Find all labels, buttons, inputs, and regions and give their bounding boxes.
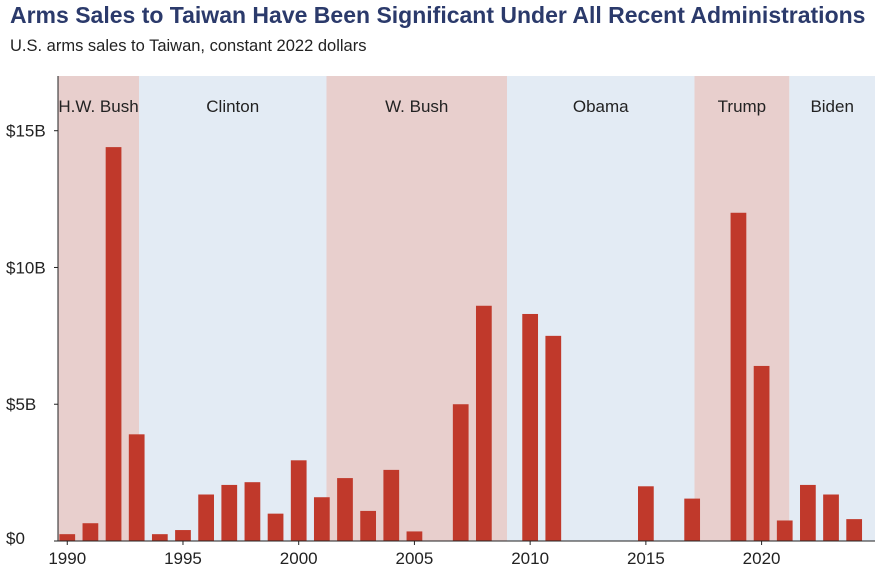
bar-2010 — [522, 313, 539, 541]
bar-1994 — [151, 534, 168, 541]
bar-2023 — [823, 494, 839, 541]
chart-title: Arms Sales to Taiwan Have Been Significa… — [10, 2, 866, 28]
bar-2005 — [406, 531, 423, 541]
y-tick-label-15: $15B — [6, 122, 46, 141]
bar-2022 — [800, 484, 816, 541]
bar-2019 — [730, 212, 747, 541]
administration-band-h-w-bush — [58, 76, 140, 541]
y-tick-label-10: $10B — [6, 258, 46, 277]
bar-2003 — [360, 510, 377, 541]
bar-2011 — [545, 335, 562, 541]
administration-band-obama — [507, 76, 695, 541]
bar-1992 — [105, 147, 122, 541]
bar-1998 — [244, 482, 261, 541]
bar-2008 — [475, 305, 492, 541]
x-tick-label-2010: 2010 — [511, 549, 549, 568]
bar-2000 — [290, 460, 307, 541]
y-tick-label-5: $5B — [6, 395, 36, 414]
bar-2021 — [776, 520, 793, 541]
administration-label-h-w-bush: H.W. Bush — [58, 97, 138, 116]
x-tick-label-2005: 2005 — [396, 549, 434, 568]
x-tick-label-1990: 1990 — [48, 549, 86, 568]
administration-label-obama: Obama — [573, 97, 629, 116]
bar-1997 — [221, 484, 238, 541]
bar-2002 — [337, 478, 353, 541]
y-tick-label-0: $0 — [6, 529, 25, 548]
x-tick-label-2015: 2015 — [627, 549, 665, 568]
x-tick-label-2000: 2000 — [280, 549, 318, 568]
bar-1999 — [267, 513, 284, 541]
chart-subtitle: U.S. arms sales to Taiwan, constant 2022… — [10, 37, 367, 55]
administration-label-w-bush: W. Bush — [385, 97, 448, 116]
x-tick-label-2020: 2020 — [743, 549, 781, 568]
administration-label-trump: Trump — [718, 97, 767, 116]
bar-2015 — [638, 486, 654, 541]
bar-2017 — [684, 498, 701, 541]
bar-2024 — [846, 519, 863, 541]
bar-2007 — [452, 404, 469, 541]
bar-2004 — [383, 469, 400, 541]
administration-band-biden — [789, 76, 875, 541]
administration-label-biden: Biden — [810, 97, 853, 116]
bar-1996 — [198, 494, 214, 541]
bar-1991 — [82, 523, 99, 541]
bar-1990 — [59, 534, 76, 541]
x-tick-label-1995: 1995 — [164, 549, 202, 568]
bar-2020 — [753, 365, 770, 541]
bar-2001 — [313, 497, 330, 541]
bar-1993 — [128, 434, 145, 541]
bar-1995 — [175, 530, 191, 541]
administration-label-clinton: Clinton — [206, 97, 259, 116]
